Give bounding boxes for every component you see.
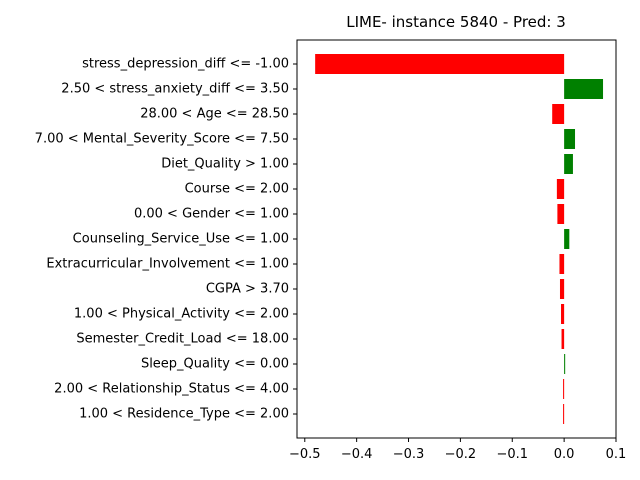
bar-14 (563, 404, 565, 424)
y-tick-label: CGPA > 3.70 (206, 282, 289, 297)
y-tick-label: Counseling_Service_Use <= 1.00 (73, 232, 289, 247)
x-ticks-layer: −0.5 −0.4 −0.3 −0.2 −0.1 0.0 0.1 (289, 438, 626, 462)
x-tick-label: −0.2 (445, 447, 477, 462)
y-tick-label: Sleep_Quality <= 0.00 (141, 357, 289, 372)
bar-11 (561, 329, 565, 349)
bar-5 (556, 179, 565, 199)
y-tick-label: Extracurricular_Involvement <= 1.00 (46, 257, 289, 272)
bar-6 (557, 204, 565, 224)
bar-12 (564, 354, 566, 374)
y-tick-label: 7.00 < Mental_Severity_Score <= 7.50 (35, 132, 289, 147)
bars-layer (315, 54, 604, 424)
bar-4 (564, 154, 573, 174)
x-tick-label: 0.0 (554, 447, 575, 462)
bar-2 (552, 104, 565, 124)
bar-9 (559, 279, 565, 299)
x-tick-label: −0.4 (341, 447, 373, 462)
y-tick-label: 1.00 < Residence_Type <= 2.00 (79, 407, 289, 422)
y-tick-label: Course <= 2.00 (185, 182, 289, 197)
x-tick-label: −0.3 (393, 447, 425, 462)
y-tick-label: 2.00 < Relationship_Status <= 4.00 (54, 382, 289, 397)
bar-7 (564, 229, 570, 249)
bar-13 (563, 379, 565, 399)
y-ticks-layer: stress_depression_diff <= -1.00 2.50 < st… (35, 57, 297, 422)
y-tick-label: Diet_Quality > 1.00 (161, 157, 289, 172)
x-tick-label: −0.5 (289, 447, 321, 462)
x-tick-label: −0.1 (496, 447, 528, 462)
y-tick-label: 2.50 < stress_anxiety_diff <= 3.50 (61, 82, 289, 97)
bar-10 (561, 304, 565, 324)
y-tick-label: 0.00 < Gender <= 1.00 (134, 207, 289, 222)
bar-8 (559, 254, 565, 274)
bar-0 (315, 54, 565, 74)
bar-1 (564, 79, 604, 99)
y-tick-label: Semester_Credit_Load <= 18.00 (76, 332, 289, 347)
chart-title: LIME- instance 5840 - Pred: 3 (346, 13, 566, 31)
y-tick-label: 1.00 < Physical_Activity <= 2.00 (74, 307, 289, 322)
bar-3 (564, 129, 576, 149)
y-tick-label: 28.00 < Age <= 28.50 (140, 107, 289, 122)
plot-frame (296, 39, 617, 439)
y-tick-label: stress_depression_diff <= -1.00 (82, 57, 289, 72)
x-tick-label: 0.1 (606, 447, 627, 462)
